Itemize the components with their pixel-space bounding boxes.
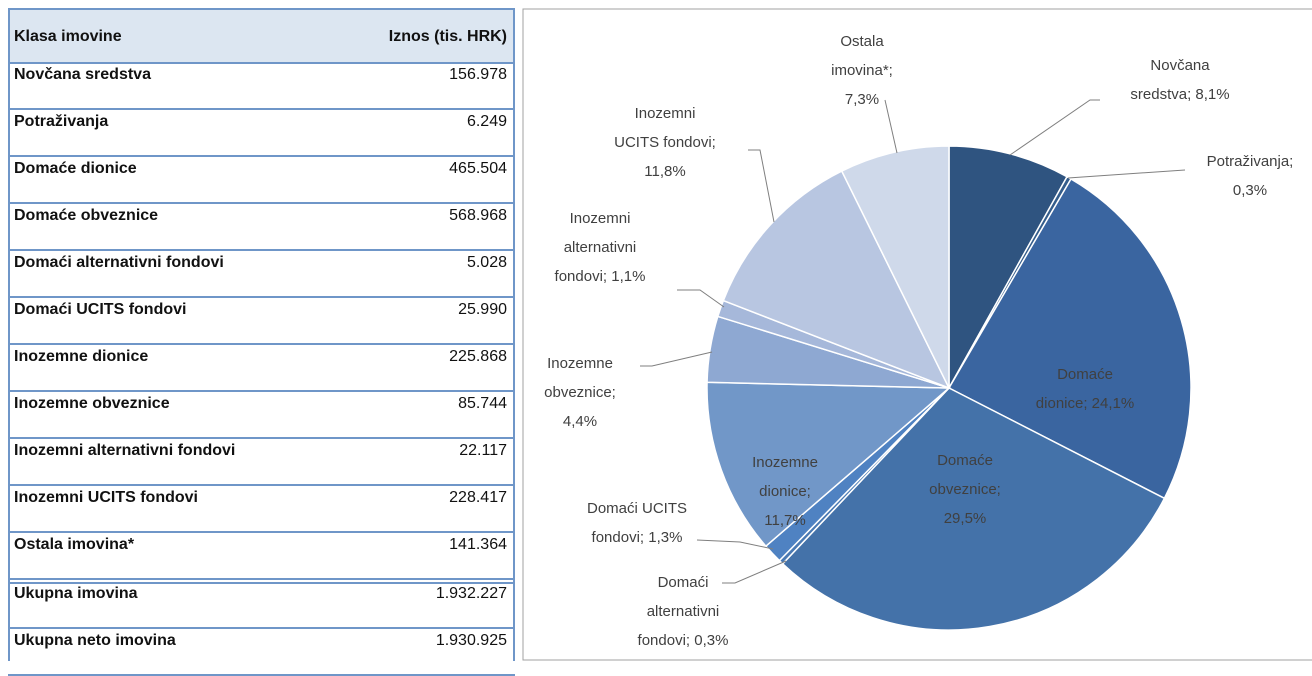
cell-name: Inozemne obveznice [14,395,170,412]
data-label: Domaći UCITS fondovi; 1,3% [587,500,687,546]
data-label: Inozemne dionice; 11,7% [752,454,818,529]
pie-slice [706,381,951,548]
row-border [8,202,515,204]
data-label: Novčana sredstva; 8,1% [1130,57,1229,103]
data-label: Potraživanja; 0,3% [1207,153,1294,199]
cell-value: 225.868 [449,348,507,365]
page: Novčana sredstva; 8,1% Potraživanja; 0,3% Do… [8,8,1312,676]
cell-name: Inozemne dionice [14,348,149,365]
table-header-bg [10,8,513,64]
cell-name: Inozemni UCITS fondovi [14,489,198,506]
pie-slice [722,170,951,390]
data-label: Ostala imovina*; 7,3% [831,33,893,108]
pie-chart: Novčana sredstva; 8,1% Potraživanja; 0,3% Do… [522,8,1312,661]
row-border [8,582,515,584]
pie-slice [948,145,1069,391]
leader-line [640,351,713,367]
data-label: Inozemni alternativni fondovi; 1,1% [555,210,646,285]
cell-value: 568.968 [449,207,507,224]
cell-name: Ostala imovina* [14,536,135,553]
pie-slice [781,387,1166,631]
cell-value: 22.117 [459,442,507,459]
row-border [8,155,515,157]
row-border [8,531,515,533]
cell-value: 465.504 [449,160,507,177]
cell-value: 1.930.925 [435,632,507,649]
asset-table [8,8,515,661]
cell-value: 6.249 [466,113,507,130]
leader-line [884,99,898,154]
leader-line [1067,169,1186,179]
row-border [8,627,515,629]
leader-line [696,539,774,550]
chart-frame [522,8,1312,661]
data-label: Domaći alternativni fondovi; 0,3% [638,574,729,649]
cell-name: Domaće dionice [14,160,137,177]
cell-name: Potraživanja [14,113,109,130]
row-border [8,484,515,486]
leader-line [677,289,725,308]
cell-value: 85.744 [458,395,507,412]
row-border [8,343,515,345]
cell-name: Novčana sredstva [14,66,151,83]
cell-name: Ukupna imovina [14,585,138,602]
pie-slice [840,145,950,389]
cell-name: Domaći alternativni fondovi [14,254,224,271]
cell-value: 228.417 [449,489,507,506]
cell-value: 141.364 [449,536,507,553]
cell-name: Klasa imovine [14,28,122,45]
row-border [8,437,515,439]
row-border [8,249,515,251]
leader-line [748,149,775,223]
row-border [8,296,515,298]
row-border [8,8,515,10]
cell-value: 1.932.227 [435,585,507,602]
cell-name: Inozemni alternativni fondovi [14,442,236,459]
leader-line [1009,99,1100,156]
cell-name: Domaći UCITS fondovi [14,301,187,318]
row-border [8,62,515,64]
row-border [8,578,515,580]
cell-name: Domaće obveznice [14,207,159,224]
data-label: Domaće dionice; 24,1% [1036,366,1134,412]
data-label: Domaće obveznice; 29,5% [929,452,1001,527]
cell-value: 156.978 [449,66,507,83]
data-label: Inozemni UCITS fondovi; 11,8% [614,105,716,180]
row-border [8,390,515,392]
leader-line [722,560,787,584]
row-border [8,108,515,110]
cell-value: 25.990 [458,301,507,318]
cell-name: Ukupna neto imovina [14,632,176,649]
cell-value: Iznos (tis. HRK) [388,28,507,45]
cell-value: 5.028 [466,254,507,271]
data-label: Inozemne obveznice; 4,4% [544,355,616,430]
